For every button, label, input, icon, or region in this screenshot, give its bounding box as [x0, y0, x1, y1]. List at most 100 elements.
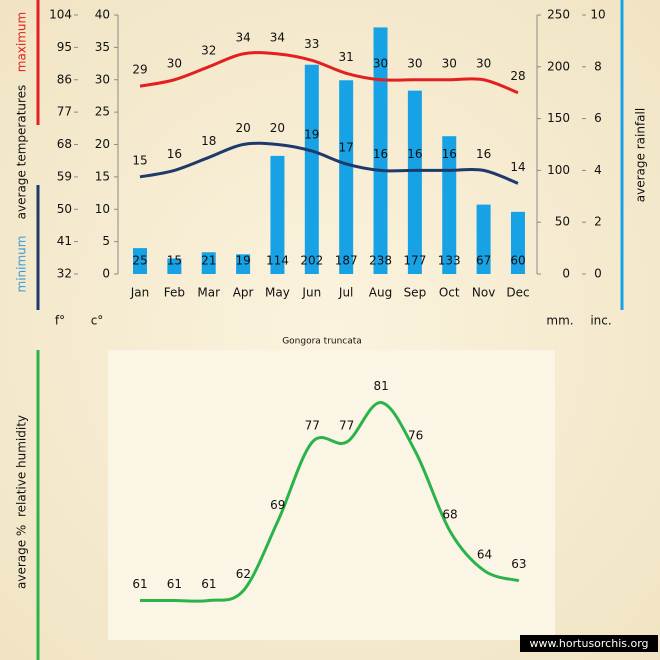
- x-tick-label: Sep: [404, 286, 427, 300]
- tick-label: 41: [57, 234, 72, 248]
- data-label: 34: [270, 30, 285, 44]
- data-label: 77: [339, 419, 354, 433]
- line: [140, 401, 520, 603]
- tick-label: 2: [594, 215, 602, 229]
- tick-label: 0: [562, 267, 570, 281]
- watermark: www.hortusorchis.org: [529, 637, 648, 650]
- tick-label: 50: [555, 215, 570, 229]
- humidity-label: average % relative humidity: [15, 415, 29, 589]
- data-label: 61: [201, 577, 216, 591]
- data-label: 29: [132, 63, 147, 77]
- data-label: 15: [132, 153, 147, 167]
- data-label: 20: [270, 121, 285, 135]
- data-label: 30: [407, 56, 422, 70]
- legend-min: minimum: [15, 236, 29, 293]
- tick-label: 100: [547, 163, 570, 177]
- bar-label: 238: [369, 254, 392, 268]
- bar-label: 21: [201, 254, 216, 268]
- data-label: 16: [167, 147, 182, 161]
- x-tick-label: Oct: [439, 286, 460, 300]
- tick-label: 35: [95, 40, 110, 54]
- data-label: 81: [374, 379, 389, 393]
- x-tick-label: Nov: [472, 286, 495, 300]
- tick-label: 0: [102, 267, 110, 281]
- tick-label: 6: [594, 111, 602, 125]
- bar: [339, 80, 354, 274]
- bar: [407, 90, 422, 275]
- tick-label: 0: [594, 267, 602, 281]
- data-label: 32: [201, 43, 216, 57]
- tick-label: 20: [95, 137, 110, 151]
- data-label: 16: [373, 147, 388, 161]
- bar-label: 202: [300, 254, 323, 268]
- tick-label: 68: [57, 137, 72, 151]
- tick-label: 77: [57, 105, 72, 119]
- data-label: 33: [304, 37, 319, 51]
- tick-label: 10: [95, 202, 110, 216]
- data-label: 61: [132, 577, 147, 591]
- tick-label: 59: [57, 169, 72, 183]
- tick-label: 8: [594, 59, 602, 73]
- bar: [167, 258, 182, 274]
- data-label: 30: [167, 56, 182, 70]
- plot-background: [108, 350, 555, 640]
- bar: [476, 204, 491, 274]
- tick-label: 86: [57, 72, 72, 86]
- data-label: 68: [442, 508, 457, 522]
- data-label: 64: [477, 547, 492, 561]
- data-label: 77: [305, 419, 320, 433]
- data-label: 16: [442, 147, 457, 161]
- data-label: 18: [201, 134, 216, 148]
- tick-label: 104: [49, 8, 72, 22]
- tick-label: 15: [95, 169, 110, 183]
- data-label: 20: [235, 121, 250, 135]
- data-label: 17: [339, 140, 354, 154]
- line: [139, 141, 519, 185]
- bar-label: 60: [510, 254, 525, 268]
- x-tick-label: May: [265, 286, 290, 300]
- bar: [510, 211, 525, 274]
- bar: [201, 252, 216, 274]
- bar-label: 25: [132, 254, 147, 268]
- tick-label: 10: [590, 8, 605, 22]
- legend-max: maximum: [15, 12, 29, 72]
- data-label: 76: [408, 429, 423, 443]
- tick-label: 250: [547, 8, 570, 22]
- y-title: average temperatures: [15, 85, 29, 220]
- tick-label: 50: [57, 202, 72, 216]
- bar-label: 177: [403, 254, 426, 268]
- x-tick-label: Feb: [164, 286, 185, 300]
- c-unit: c°: [91, 314, 104, 328]
- tick-label: 40: [95, 8, 110, 22]
- data-label: 28: [510, 69, 525, 83]
- x-tick-label: Jan: [130, 286, 150, 300]
- x-tick-label: Apr: [233, 286, 254, 300]
- bar: [373, 27, 388, 274]
- y2-title: average rainfall: [634, 108, 648, 202]
- tick-label: 150: [547, 111, 570, 125]
- x-tick-label: Mar: [197, 286, 220, 300]
- tick-label: 4: [594, 163, 602, 177]
- data-label: 19: [304, 127, 319, 141]
- x-tick-label: Dec: [506, 286, 529, 300]
- data-label: 30: [476, 56, 491, 70]
- x-tick-label: Jul: [338, 286, 353, 300]
- data-label: 34: [235, 30, 250, 44]
- bar: [236, 254, 251, 274]
- bar: [270, 155, 285, 274]
- data-label: 30: [442, 56, 457, 70]
- data-label: 14: [510, 160, 525, 174]
- bar: [133, 248, 147, 274]
- f-unit: f°: [55, 314, 65, 328]
- bar-label: 114: [266, 254, 289, 268]
- bar-label: 133: [438, 254, 461, 268]
- tick-label: 95: [57, 40, 72, 54]
- data-label: 30: [373, 56, 388, 70]
- bar-label: 19: [235, 254, 250, 268]
- bar: [304, 64, 319, 274]
- tick-label: 25: [95, 105, 110, 119]
- line: [139, 51, 519, 95]
- tick-label: 32: [57, 267, 72, 281]
- data-label: 62: [236, 567, 251, 581]
